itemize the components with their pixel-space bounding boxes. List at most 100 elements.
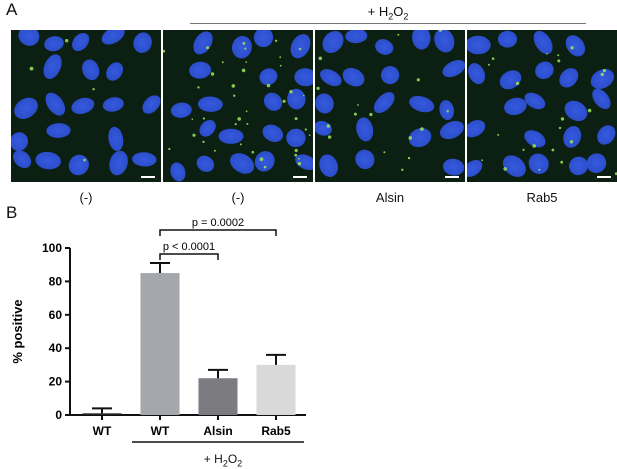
green-punctum bbox=[65, 39, 69, 43]
scale-bar bbox=[141, 176, 155, 178]
nucleus bbox=[43, 54, 62, 79]
green-punctum bbox=[397, 33, 400, 36]
nucleus bbox=[319, 154, 338, 177]
h2o2-bracket-line bbox=[190, 23, 586, 24]
nucleus bbox=[287, 88, 306, 110]
nucleus bbox=[259, 68, 278, 86]
green-punctum bbox=[251, 150, 255, 154]
nucleus bbox=[502, 155, 526, 177]
green-punctum bbox=[241, 68, 246, 73]
green-punctum bbox=[213, 149, 216, 152]
x-tick-label: WT bbox=[151, 424, 170, 438]
green-punctum bbox=[298, 157, 300, 160]
nucleus bbox=[262, 124, 284, 142]
nucleus bbox=[565, 35, 586, 57]
bar bbox=[82, 413, 122, 415]
green-punctum bbox=[602, 69, 606, 73]
green-punctum bbox=[202, 140, 205, 144]
nucleus bbox=[230, 153, 255, 174]
green-punctum bbox=[488, 63, 490, 66]
x-tick-label: WT bbox=[93, 424, 112, 438]
green-punctum bbox=[503, 167, 507, 171]
nucleus bbox=[197, 96, 223, 112]
h2o2-treatment-label-top: + H2O2 bbox=[190, 4, 586, 22]
h2o2-mid: O bbox=[227, 452, 238, 466]
green-punctum bbox=[245, 61, 248, 63]
micrograph-h2o2-svg bbox=[163, 30, 313, 182]
nucleus bbox=[142, 95, 161, 114]
nucleus bbox=[497, 30, 518, 48]
green-punctum bbox=[318, 56, 323, 61]
panel-b-letter: B bbox=[6, 203, 18, 222]
nucleus bbox=[434, 30, 455, 53]
green-punctum bbox=[560, 160, 564, 164]
green-punctum bbox=[242, 42, 246, 45]
scale-bar bbox=[597, 176, 611, 178]
nucleus bbox=[597, 125, 616, 145]
green-punctum bbox=[497, 133, 500, 136]
nucleus bbox=[564, 100, 588, 122]
nucleus bbox=[132, 152, 157, 167]
nucleus bbox=[35, 151, 61, 170]
bar bbox=[256, 364, 296, 415]
green-punctum bbox=[294, 153, 298, 157]
nucleus bbox=[439, 100, 455, 121]
green-punctum bbox=[233, 94, 236, 97]
nucleus bbox=[11, 132, 29, 151]
green-punctum bbox=[570, 46, 574, 50]
green-punctum bbox=[303, 94, 305, 97]
nucleus bbox=[294, 68, 313, 87]
nucleus bbox=[586, 153, 607, 174]
y-tick-label: 80 bbox=[49, 274, 63, 288]
green-punctum bbox=[557, 54, 560, 57]
green-punctum bbox=[83, 158, 86, 162]
nucleus bbox=[45, 92, 66, 116]
green-punctum bbox=[308, 134, 311, 136]
nucleus bbox=[409, 95, 435, 113]
y-tick-label: 20 bbox=[49, 375, 63, 389]
nucleus bbox=[524, 130, 546, 148]
green-punctum bbox=[546, 53, 548, 55]
green-punctum bbox=[163, 49, 166, 53]
nucleus bbox=[82, 59, 100, 81]
p-value-label: p = 0.0002 bbox=[192, 217, 244, 229]
green-punctum bbox=[192, 133, 196, 137]
micrograph-label-rab5: Rab5 bbox=[526, 190, 558, 205]
nucleus bbox=[375, 39, 394, 55]
green-punctum bbox=[246, 123, 249, 125]
green-punctum bbox=[259, 157, 264, 161]
micrograph-control-svg bbox=[11, 30, 161, 182]
green-punctum bbox=[297, 162, 302, 166]
green-punctum bbox=[408, 136, 413, 140]
nucleus bbox=[286, 128, 306, 148]
micrograph-h2o2 bbox=[163, 30, 313, 182]
p-value-label: p < 0.0001 bbox=[163, 241, 215, 253]
green-punctum bbox=[522, 148, 525, 151]
nucleus bbox=[253, 30, 274, 48]
green-punctum bbox=[326, 124, 331, 128]
green-punctum bbox=[245, 110, 248, 113]
green-punctum bbox=[587, 108, 592, 113]
green-punctum bbox=[239, 143, 242, 146]
nucleus bbox=[18, 30, 40, 46]
green-punctum bbox=[353, 112, 357, 116]
green-punctum bbox=[560, 117, 565, 121]
green-punctum bbox=[327, 135, 332, 139]
green-punctum bbox=[263, 165, 267, 169]
green-punctum bbox=[558, 126, 562, 130]
green-punctum bbox=[416, 78, 420, 82]
green-punctum bbox=[401, 168, 404, 171]
green-punctum bbox=[407, 156, 411, 160]
green-punctum bbox=[274, 39, 278, 42]
green-punctum bbox=[289, 90, 293, 94]
y-tick-label: 0 bbox=[55, 408, 62, 422]
nucleus bbox=[373, 92, 395, 114]
bar bbox=[140, 273, 180, 415]
x-tick-label: Rab5 bbox=[261, 424, 291, 438]
green-punctum bbox=[244, 47, 247, 50]
nucleus bbox=[559, 68, 579, 88]
h2o2-sub2: 2 bbox=[237, 458, 243, 469]
green-punctum bbox=[357, 104, 359, 106]
green-punctum bbox=[538, 168, 541, 171]
nucleus bbox=[504, 97, 527, 116]
